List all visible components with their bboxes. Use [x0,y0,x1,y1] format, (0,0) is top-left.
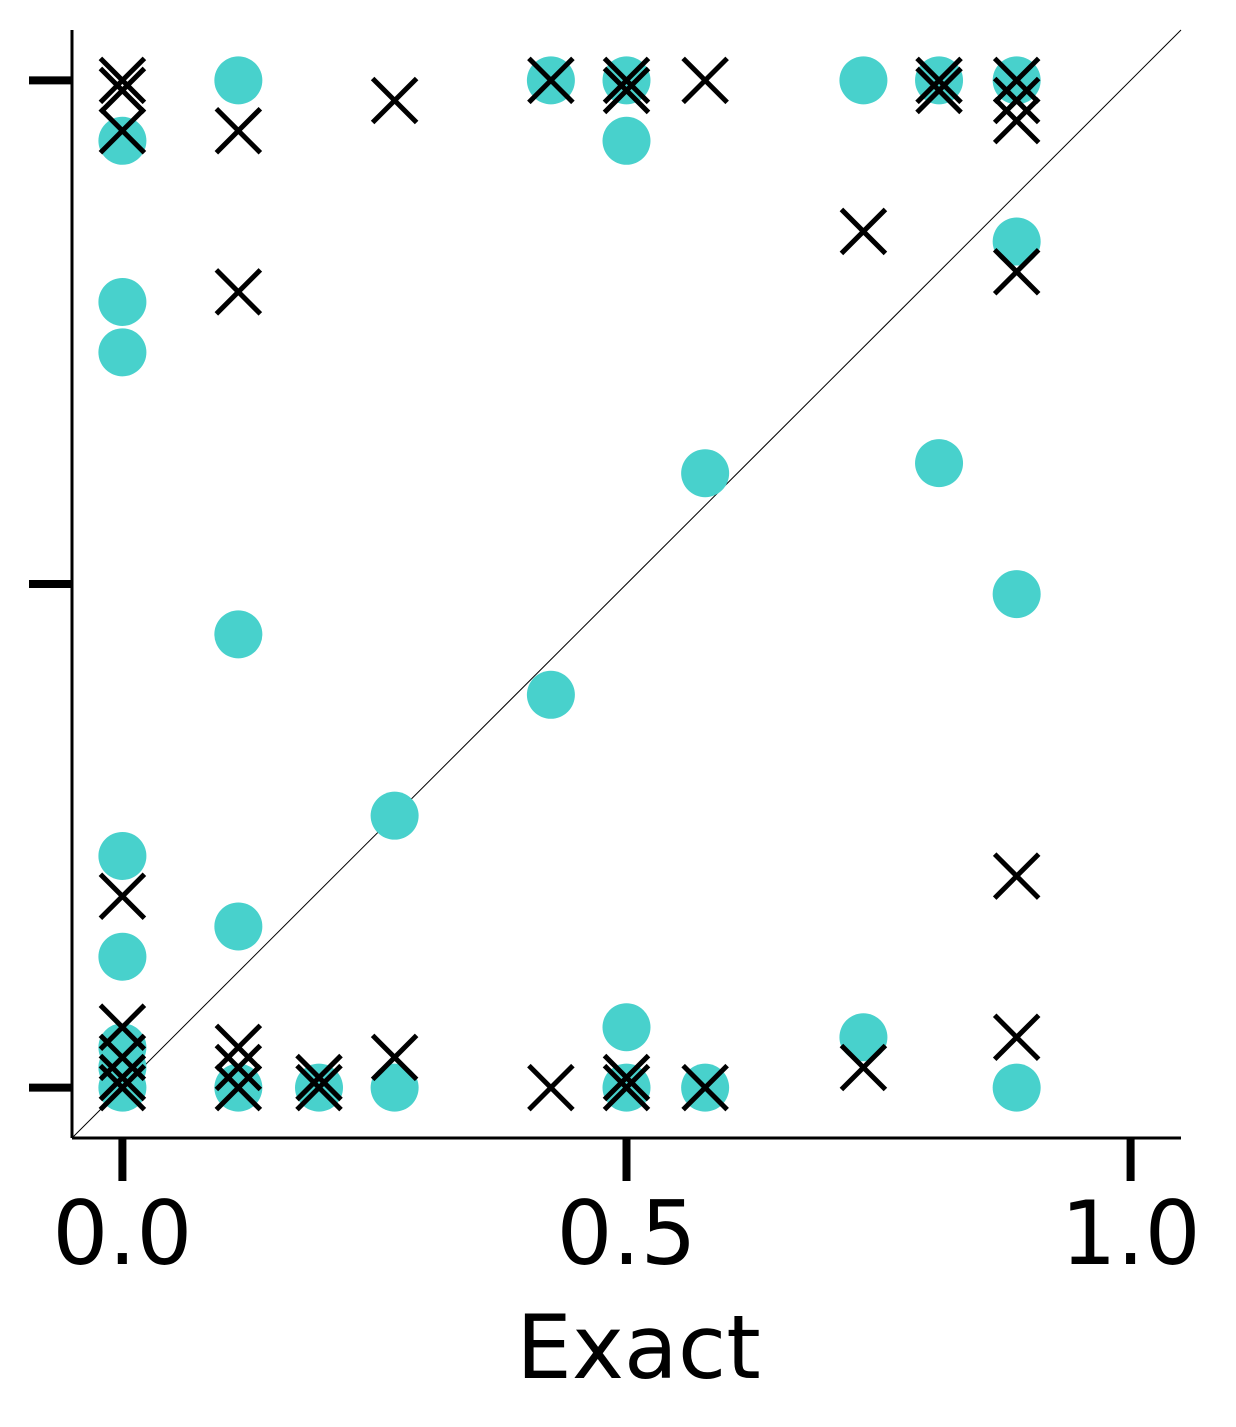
data-point-cross [681,1063,729,1112]
data-point-circle [98,831,147,880]
data-point-cross [915,56,963,105]
data-point-cross [295,1063,343,1112]
data-point-cross [992,56,1041,105]
data-point-circle [992,570,1041,619]
data-point-cross [295,1053,343,1102]
data-point-cross [992,852,1041,900]
plot-area [71,29,1182,1139]
data-point-circle [839,56,888,105]
data-point-cross [839,207,888,256]
data-point-cross [992,247,1041,296]
data-point-circle [915,439,964,488]
data-point-cross [992,76,1041,125]
data-point-cross [98,106,147,155]
data-point-cross [214,106,263,155]
x-tick-label: 0.5 [557,1182,697,1285]
data-point-cross [214,1023,263,1072]
data-point-circle [98,932,147,981]
data-point-circle [839,1013,888,1062]
data-point-cross [370,76,419,125]
data-point-cross [98,1063,147,1112]
diagonal-reference-line [71,29,1182,1139]
data-point-cross [214,1063,263,1112]
data-point-circle [214,902,263,951]
data-point-cross [98,56,147,105]
data-point-cross [992,96,1041,145]
data-point-circle [214,610,263,659]
data-point-cross [602,1063,651,1112]
data-point-circle [214,56,263,105]
data-point-circle [992,217,1041,266]
data-point-circle [602,116,651,165]
data-point-cross [992,1013,1041,1062]
x-axis-ticks: 0.0 0.5 1.0 [52,1138,1201,1285]
data-point-circle [98,116,147,165]
data-point-cross [681,56,729,105]
data-point-cross [602,66,651,115]
data-point-circle [370,791,419,840]
data-point-cross [98,1053,147,1102]
data-point-circle [98,328,147,377]
data-point-cross [915,66,963,115]
data-point-cross [602,56,651,105]
data-point-circle [370,1063,419,1112]
data-point-circle [681,449,730,498]
data-point-cross [98,872,147,921]
data-point-cross [98,66,147,115]
data-point-cross [527,1063,575,1112]
data-point-cross [602,1053,651,1102]
data-point-circle [602,1003,651,1052]
data-point-circle [992,1063,1041,1112]
data-point-cross [214,1043,263,1092]
data-point-cross [527,56,575,105]
data-point-cross [214,268,263,316]
x-tick-label: 1.0 [1061,1182,1201,1285]
x-axis-label: Exact [516,1296,761,1399]
data-point-circle [98,277,147,326]
data-point-circle [526,670,575,719]
data-point-cross [839,1043,888,1092]
y-axis-ticks [29,76,72,1092]
x-tick-label: 0.0 [52,1182,192,1285]
data-point-cross [370,1033,419,1082]
